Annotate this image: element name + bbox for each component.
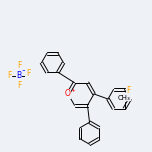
Text: O: O (65, 90, 71, 98)
Text: B: B (16, 71, 22, 81)
Text: F: F (126, 86, 131, 95)
Text: F: F (26, 69, 30, 78)
Text: +: + (70, 88, 75, 93)
Text: CH₃: CH₃ (118, 95, 131, 100)
Text: −: − (21, 67, 27, 73)
Text: F: F (17, 62, 21, 71)
Text: F: F (7, 71, 11, 81)
Text: F: F (17, 81, 21, 90)
